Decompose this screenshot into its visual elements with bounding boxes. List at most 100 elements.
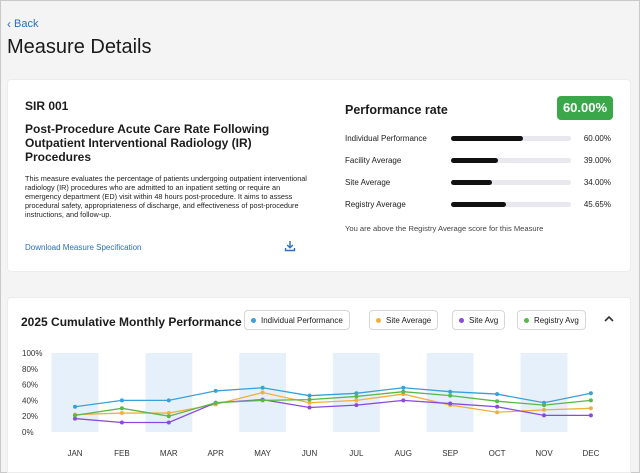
x-tick-label: DEC (582, 449, 599, 458)
performance-bar-fill (451, 158, 498, 163)
series-point (119, 398, 124, 403)
series-point (119, 420, 124, 425)
series-point (119, 411, 124, 416)
series-point (307, 397, 312, 402)
x-tick-label: MAY (254, 449, 271, 458)
chevron-up-icon[interactable] (602, 312, 616, 326)
measure-card: SIR 001 Post-Procedure Acute Care Rate F… (7, 79, 631, 272)
measure-code: SIR 001 (25, 99, 69, 113)
series-line (74, 387, 592, 408)
series-point (166, 398, 171, 403)
series-point (448, 401, 453, 406)
legend-label: Registry Avg (534, 315, 579, 325)
series-point (260, 398, 265, 403)
x-tick-label: FEB (114, 449, 130, 458)
legend-toggle-site-average[interactable]: Site Average (369, 310, 439, 330)
performance-row-facility: Facility Average 39.00% (345, 155, 615, 167)
performance-row-label: Registry Average (345, 200, 406, 209)
performance-row-value: 45.65% (583, 200, 611, 209)
series-point (542, 407, 546, 412)
x-tick-label: AUG (395, 449, 412, 458)
page-title: Measure Details (7, 36, 152, 58)
x-tick-label: APR (207, 449, 224, 458)
performance-row-label: Individual Performance (345, 134, 427, 143)
x-tick-label: OCT (489, 449, 506, 458)
series-line (74, 391, 591, 417)
y-tick-label: 20% (22, 412, 38, 421)
series-point (354, 398, 359, 403)
series-point (495, 404, 500, 409)
series-point (542, 413, 546, 418)
series-point (588, 398, 593, 403)
legend-label: Site Average (386, 315, 432, 325)
performance-row-value: 34.00% (583, 178, 611, 187)
series-point (354, 403, 359, 408)
monthly-chart-title: 2025 Cumulative Monthly Performance (21, 315, 242, 329)
chart-band (520, 353, 568, 432)
y-tick-label: 100% (22, 349, 42, 358)
legend-label: Individual Performance (261, 315, 343, 325)
series-point (495, 410, 500, 415)
legend-label: Site Avg (469, 315, 499, 325)
measure-description: This measure evaluates the percentage of… (25, 174, 307, 219)
series-point (166, 414, 171, 419)
series-point (260, 385, 265, 390)
performance-bar-fill (451, 180, 492, 185)
series-point (354, 391, 359, 396)
series-point (448, 393, 453, 398)
series-point (307, 400, 312, 405)
series-point (448, 389, 453, 394)
back-link[interactable]: ‹ Back (7, 18, 38, 30)
series-point (73, 416, 77, 421)
performance-note: You are above the Registry Average score… (345, 224, 544, 233)
x-tick-label: SEP (442, 449, 458, 458)
performance-bar-track (451, 202, 571, 207)
series-point (119, 406, 124, 411)
y-tick-label: 60% (22, 381, 38, 390)
performance-row-value: 39.00% (583, 156, 611, 165)
performance-row-value: 60.00% (583, 134, 611, 143)
performance-row-individual: Individual Performance 60.00% (345, 133, 615, 145)
performance-bar-fill (451, 202, 506, 207)
series-point (401, 398, 406, 403)
series-point (588, 391, 593, 396)
performance-row-registry: Registry Average 45.65% (345, 199, 615, 211)
y-tick-label: 0% (22, 428, 34, 437)
series-point (166, 411, 171, 416)
legend-dot (459, 317, 464, 323)
series-point (495, 392, 500, 397)
measure-title: Post-Procedure Acute Care Rate Following… (25, 122, 270, 164)
back-label: Back (14, 18, 39, 30)
performance-bar-track (451, 136, 571, 141)
series-point (166, 420, 171, 425)
series-line (74, 398, 591, 424)
performance-rate-badge: 60.00% (557, 96, 613, 120)
x-tick-label: JAN (67, 449, 82, 458)
performance-bar-track (451, 180, 571, 185)
x-tick-label: NOV (535, 449, 553, 458)
legend-dot (524, 317, 529, 323)
performance-bar-track (451, 158, 571, 163)
series-point (73, 404, 77, 409)
series-point (213, 400, 218, 405)
series-point (588, 413, 593, 418)
download-specification-link[interactable]: Download Measure Specification (25, 243, 142, 252)
x-tick-label: JUL (349, 449, 364, 458)
series-point (401, 389, 406, 394)
series-point (307, 405, 312, 410)
performance-bar-fill (451, 136, 523, 141)
performance-row-label: Facility Average (345, 156, 402, 165)
chevron-left-icon: ‹ (7, 17, 11, 31)
legend-toggle-registry-avg[interactable]: Registry Avg (517, 310, 586, 330)
y-tick-label: 80% (22, 365, 38, 374)
download-icon[interactable] (284, 240, 296, 252)
x-tick-label: MAR (160, 449, 178, 458)
performance-row-site: Site Average 34.00% (345, 177, 615, 189)
series-point (401, 385, 406, 390)
legend-toggle-site-avg[interactable]: Site Avg (452, 310, 506, 330)
legend-toggle-individual-performance[interactable]: Individual Performance (244, 310, 350, 330)
series-point (495, 399, 500, 404)
series-point (354, 394, 359, 399)
series-point (260, 390, 265, 395)
